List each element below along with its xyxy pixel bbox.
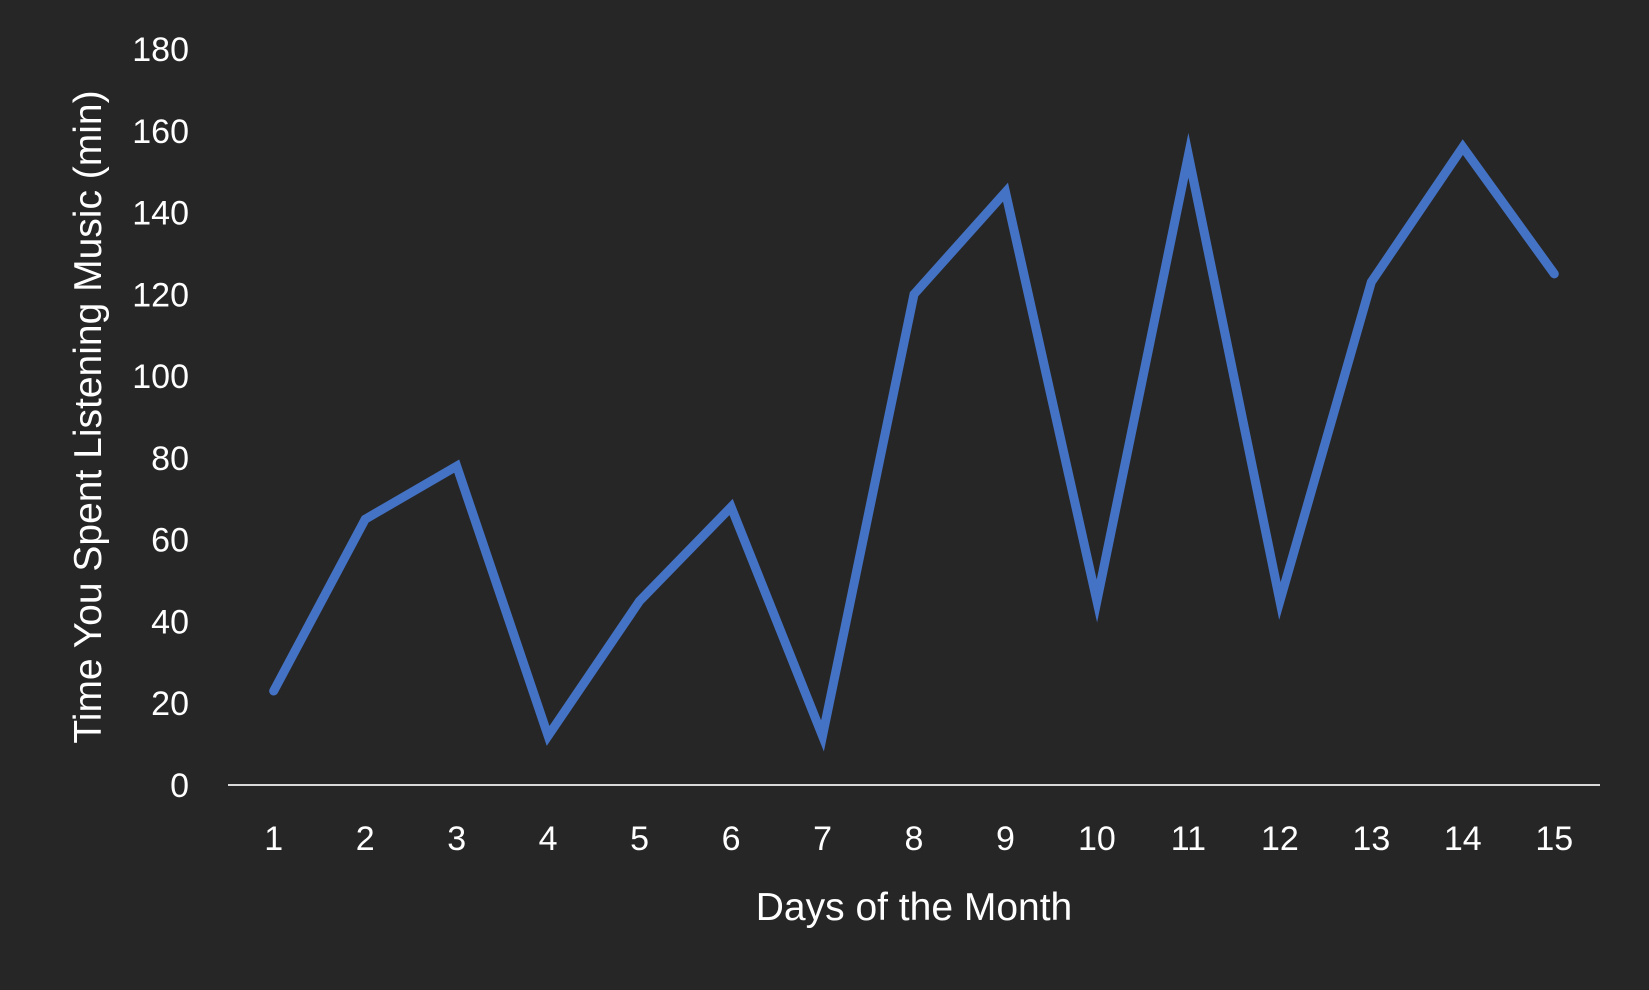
x-tick-label: 10: [1078, 820, 1116, 858]
y-tick-label: 20: [151, 685, 189, 723]
y-tick-label: 180: [132, 31, 189, 69]
x-tick-label: 13: [1352, 820, 1390, 858]
x-tick-label: 14: [1444, 820, 1482, 858]
series-line: [269, 132, 1559, 752]
y-tick-label: 160: [132, 113, 189, 151]
x-tick-label: 2: [356, 820, 375, 858]
y-tick-label: 40: [151, 603, 189, 641]
x-tick-label: 6: [722, 820, 741, 858]
x-tick-label: 5: [630, 820, 649, 858]
x-tick-label: 3: [447, 820, 466, 858]
x-tick-label: 15: [1535, 820, 1573, 858]
x-tick-label: 7: [813, 820, 832, 858]
x-tick-label: 1: [264, 820, 283, 858]
y-tick-label: 100: [132, 358, 189, 396]
x-axis-ticks: 1 2 3 4 5 6 7 8 9 10 11 12 13 14 15: [264, 820, 1573, 858]
x-axis-title: Days of the Month: [756, 886, 1073, 929]
y-axis-ticks: 0 20 40 60 80 100 120 140 160 180: [132, 31, 189, 805]
y-axis-title: Time You Spent Listening Music (min): [67, 90, 110, 743]
y-tick-label: 140: [132, 195, 189, 233]
x-tick-label: 8: [905, 820, 924, 858]
y-tick-label: 60: [151, 522, 189, 560]
x-tick-label: 11: [1171, 820, 1206, 858]
x-tick-label: 9: [996, 820, 1015, 858]
x-tick-label: 12: [1261, 820, 1299, 858]
y-tick-label: 120: [132, 276, 189, 314]
y-tick-label: 0: [170, 767, 189, 805]
y-tick-label: 80: [151, 440, 189, 478]
series-layer: [269, 132, 1559, 752]
x-tick-label: 4: [539, 820, 558, 858]
